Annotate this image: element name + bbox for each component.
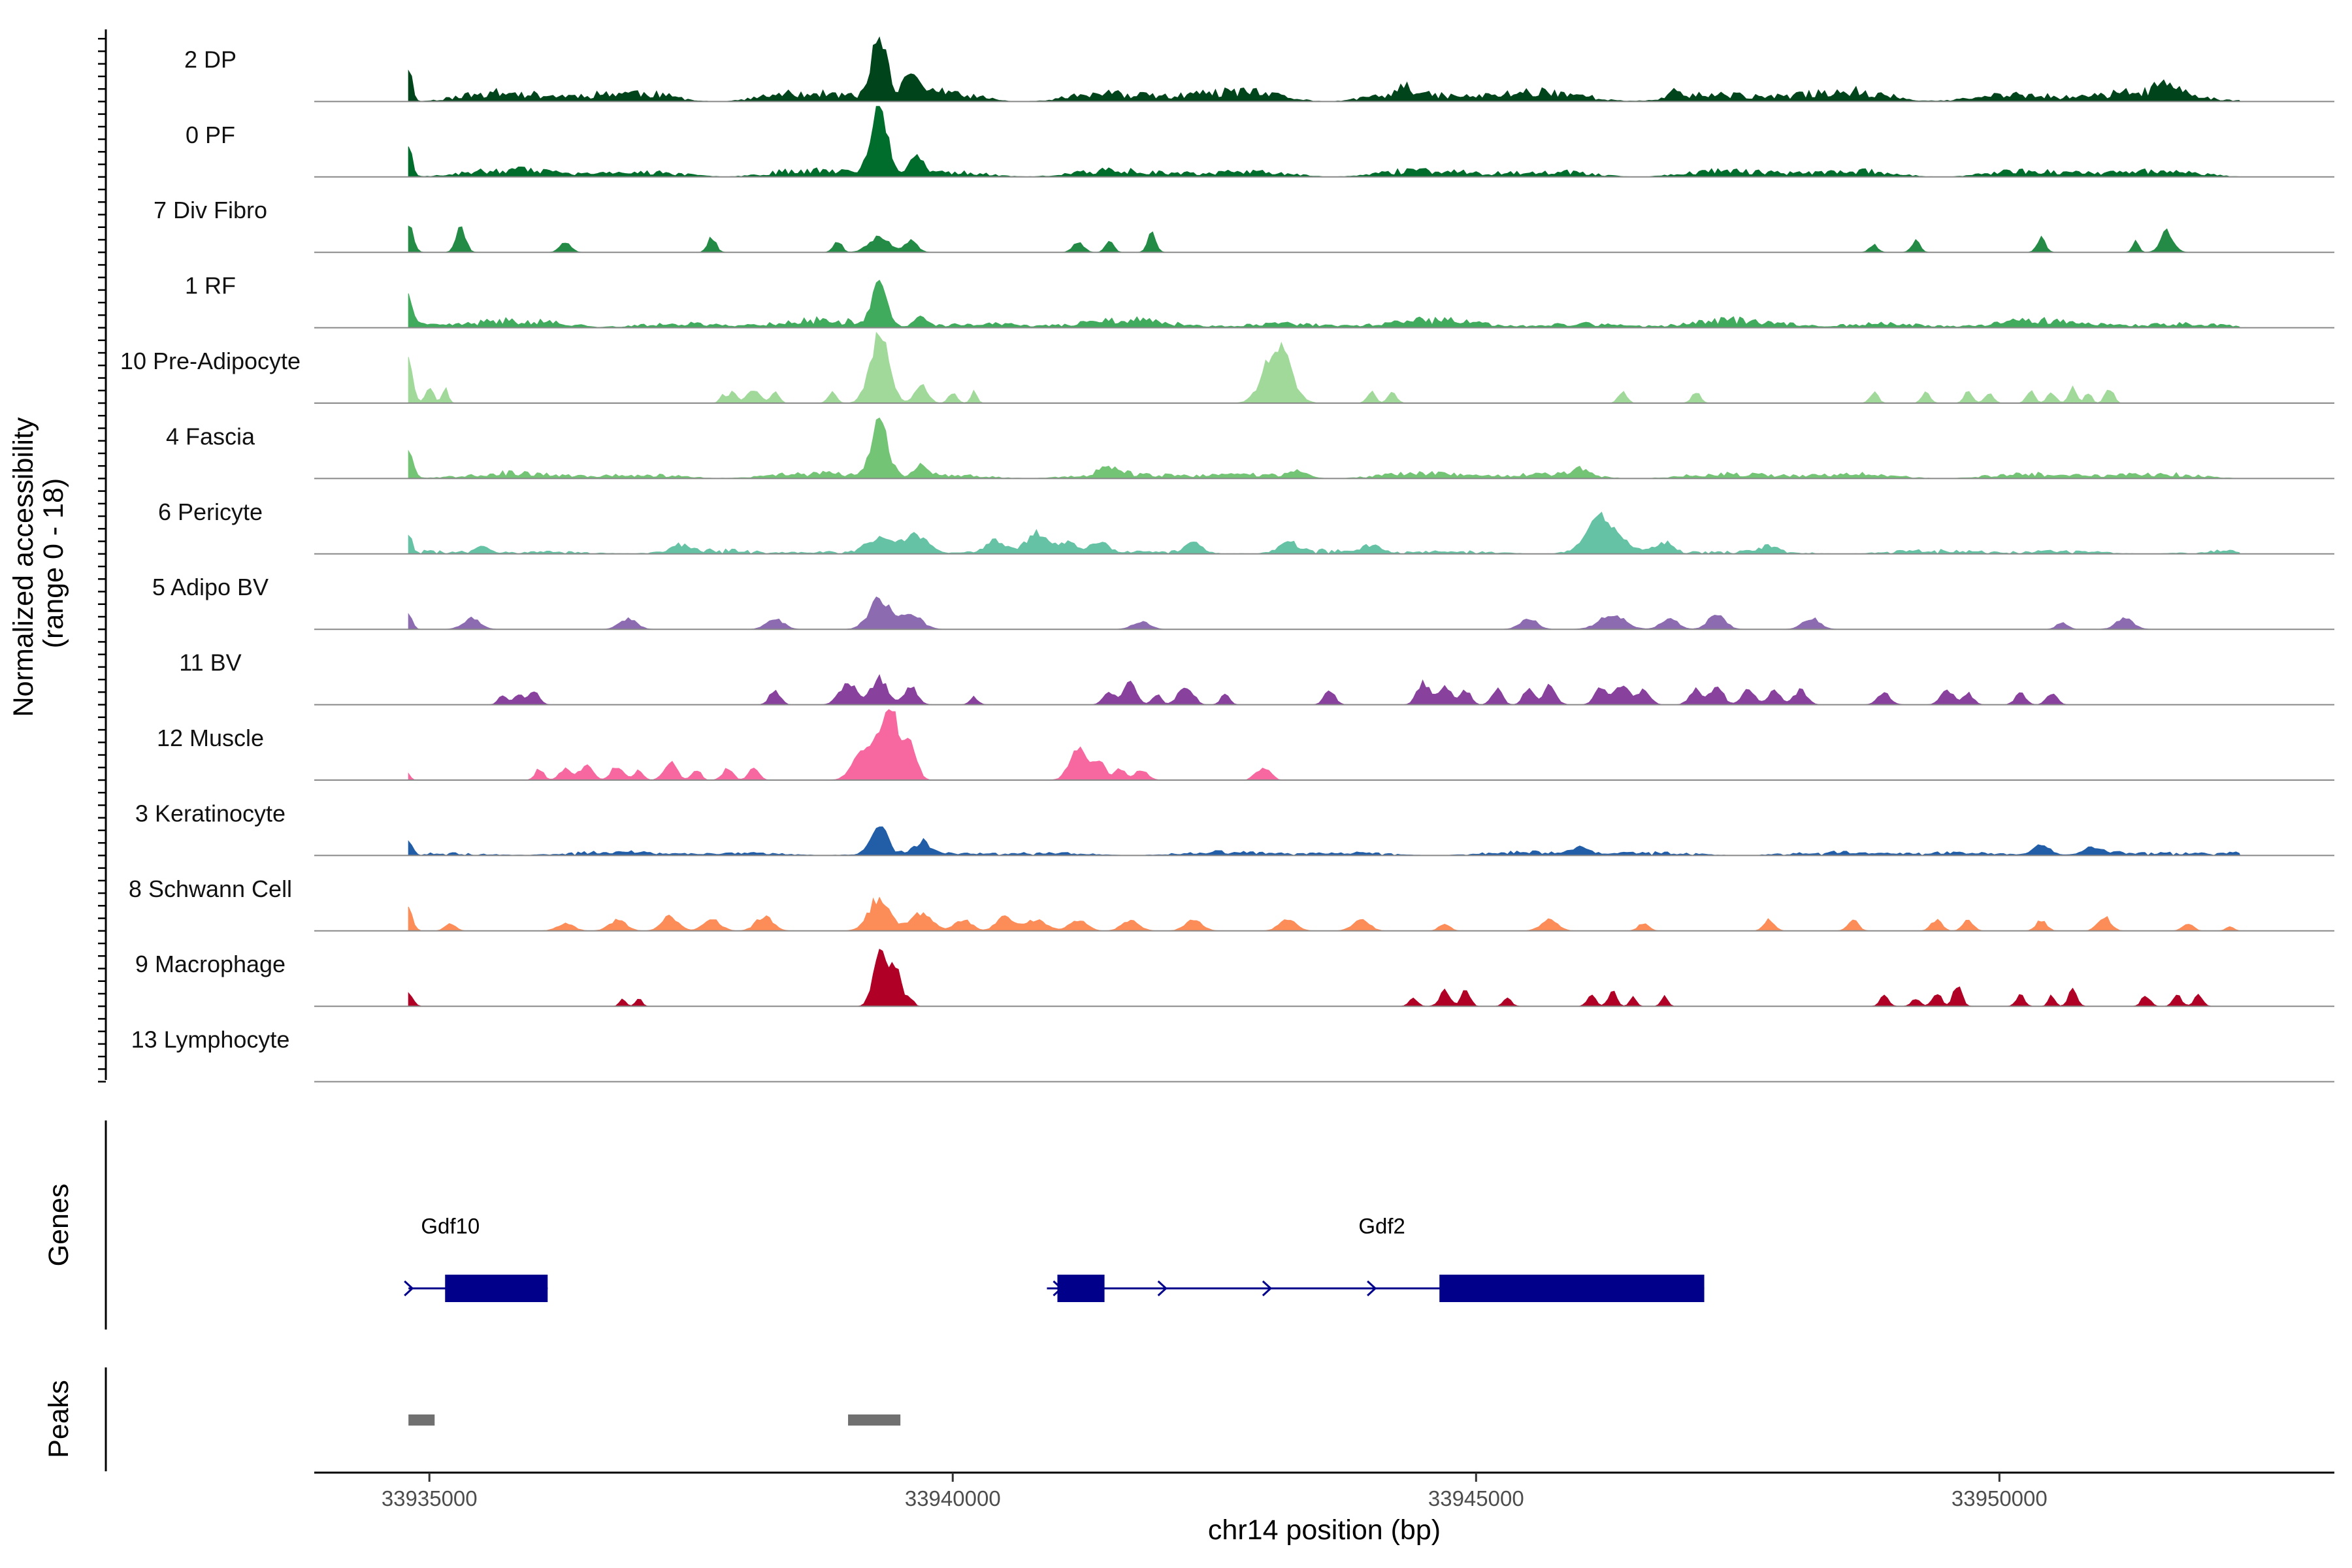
track-9-macrophage: 9 Macrophage	[135, 949, 2334, 1007]
track-12-muscle: 12 Muscle	[157, 709, 2334, 781]
x-tick-label: 33935000	[382, 1486, 478, 1511]
track-signal	[408, 417, 2240, 479]
track-label: 4 Fascia	[166, 423, 255, 449]
track-signal	[408, 596, 2240, 630]
gene-label: Gdf10	[421, 1214, 480, 1238]
track-label: 11 BV	[179, 649, 241, 676]
track-label: 8 Schwann Cell	[129, 875, 292, 902]
strand-arrow-icon	[404, 1280, 414, 1297]
track-7-div-fibro: 7 Div Fibro	[154, 197, 2334, 253]
tracks-group: 2 DP 0 PF 7 Div Fibro 1 RF 10 Pre-Adipocyte 4…	[120, 36, 2334, 1083]
track-label: 13 Lymphocyte	[131, 1026, 290, 1053]
y-axis-title: Normalized accessibility (range 0 - 18)	[8, 410, 69, 717]
gene-exon	[1439, 1275, 1705, 1302]
track-signal	[408, 280, 2241, 329]
genes-group: Gdf10 Gdf2	[404, 1214, 1705, 1302]
track-label: 12 Muscle	[157, 725, 264, 751]
gene-exon	[445, 1275, 548, 1302]
peak-region	[848, 1414, 901, 1426]
strand-arrow-icon	[1262, 1280, 1273, 1297]
track-signal	[408, 709, 2240, 781]
track-10-pre-adipocyte: 10 Pre-Adipocyte	[120, 331, 2334, 404]
track-13-lymphocyte: 13 Lymphocyte	[131, 1026, 2334, 1083]
x-tick-label: 33945000	[1428, 1486, 1524, 1511]
track-signal	[408, 896, 2240, 932]
strand-arrow-icon	[1157, 1280, 1168, 1297]
y-axis-title-line1: Normalized accessibility	[8, 417, 39, 717]
track-signal	[408, 106, 2240, 178]
track-label: 10 Pre-Adipocyte	[120, 348, 301, 374]
genes-title: Genes	[43, 1184, 74, 1267]
track-label: 1 RF	[185, 272, 236, 299]
track-2-dp: 2 DP	[184, 36, 2334, 103]
track-4-fascia: 4 Fascia	[166, 417, 2334, 480]
track-3-keratinocyte: 3 Keratinocyte	[135, 800, 2334, 857]
track-label: 5 Adipo BV	[152, 574, 269, 600]
peaks-group	[408, 1414, 901, 1426]
track-signal	[408, 674, 2240, 706]
track-signal	[408, 331, 2240, 404]
track-signal	[408, 512, 2241, 555]
x-axis-ticks: 33935000 33940000 33945000 33950000	[382, 1473, 2048, 1511]
gene-gdf2: Gdf2	[1047, 1214, 1705, 1302]
y-axis	[98, 29, 107, 1083]
track-label: 9 Macrophage	[135, 951, 286, 977]
track-11-bv: 11 BV	[179, 649, 2334, 706]
track-signal	[408, 36, 2241, 102]
track-0-pf: 0 PF	[186, 106, 2334, 178]
track-label: 6 Pericyte	[158, 498, 263, 525]
track-label: 3 Keratinocyte	[135, 800, 286, 826]
gene-label: Gdf2	[1358, 1214, 1405, 1238]
peak-region	[408, 1414, 435, 1426]
x-tick-label: 33940000	[905, 1486, 1001, 1511]
y-axis-title-line2: (range 0 - 18)	[38, 478, 69, 649]
gene-gdf10: Gdf10	[404, 1214, 548, 1302]
track-label: 7 Div Fibro	[154, 197, 267, 223]
track-label: 2 DP	[184, 46, 237, 73]
track-1-rf: 1 RF	[185, 272, 2334, 329]
strand-arrow-icon	[1053, 1280, 1063, 1297]
track-8-schwann-cell: 8 Schwann Cell	[129, 875, 2334, 932]
x-axis-title: chr14 position (bp)	[1208, 1514, 1441, 1546]
gene-exon	[1057, 1275, 1105, 1302]
track-5-adipo-bv: 5 Adipo BV	[152, 574, 2334, 630]
track-signal	[408, 949, 2240, 1007]
track-label: 0 PF	[186, 122, 235, 148]
track-signal	[408, 225, 2240, 253]
track-6-pericyte: 6 Pericyte	[158, 498, 2334, 555]
track-signal	[408, 826, 2241, 857]
peaks-title: Peaks	[43, 1380, 74, 1458]
x-tick-label: 33950000	[1952, 1486, 2048, 1511]
strand-arrow-icon	[1367, 1280, 1377, 1297]
